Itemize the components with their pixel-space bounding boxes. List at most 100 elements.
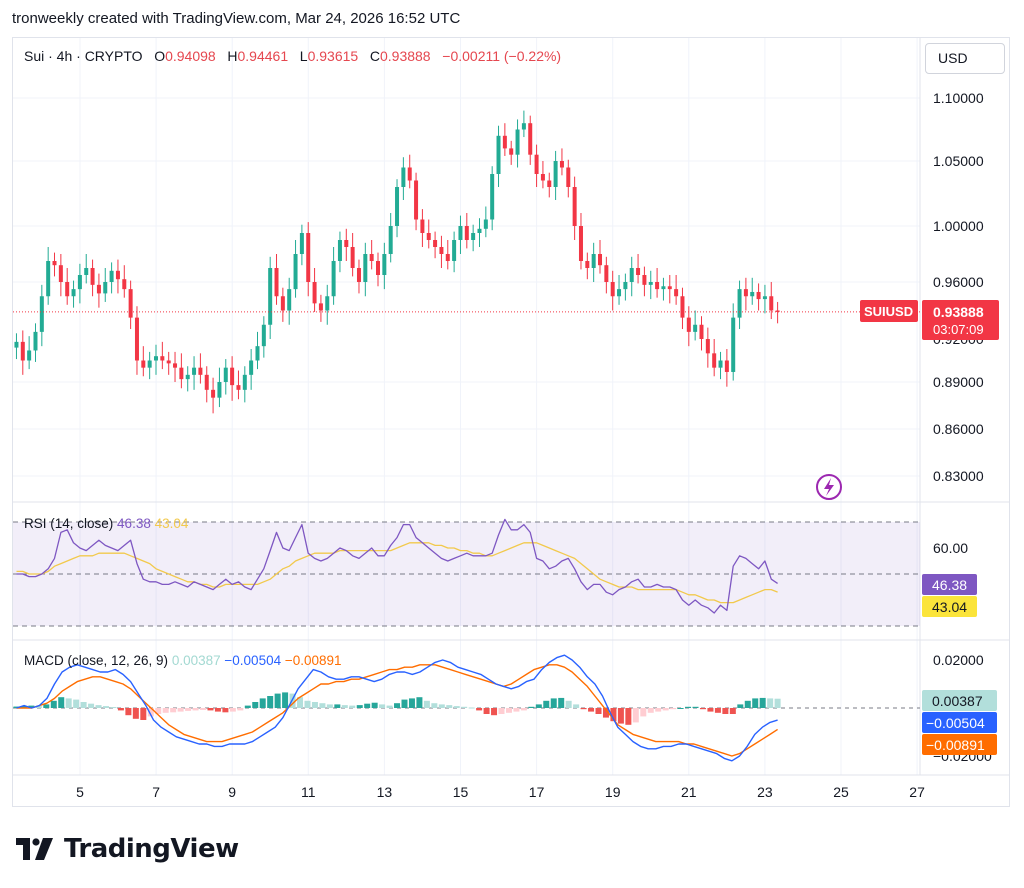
candle-body (661, 286, 666, 290)
candle-body (185, 374, 190, 380)
candle-body (731, 317, 736, 372)
macd-histogram-bar (550, 698, 557, 708)
time-axis-label: 23 (757, 784, 773, 800)
macd-line-legend-value: −0.00504 (224, 653, 282, 668)
candle-body (318, 303, 323, 311)
symbol-tag-text: SUIUSD (864, 304, 913, 319)
macd-histogram-bar (95, 705, 102, 708)
chart-header: tronweekly created with TradingView.com,… (12, 10, 461, 27)
macd-histogram-bar (326, 704, 333, 708)
macd-histogram-bar (50, 700, 57, 708)
macd-histogram-bar (416, 697, 423, 708)
candle-body (667, 286, 672, 290)
macd-histogram-bar (28, 705, 35, 708)
macd-signal-legend-value: −0.00891 (284, 653, 342, 668)
macd-signal-value-tag-text: −0.00891 (926, 737, 985, 753)
candle-body (629, 268, 634, 282)
price-tag-value: 0.93888 (933, 304, 984, 320)
macd-histogram-bar (737, 704, 744, 708)
time-axis-label: 15 (453, 784, 469, 800)
macd-histogram-bar (200, 708, 207, 710)
macd-histogram-bar (43, 704, 50, 708)
macd-histogram-bar (767, 698, 774, 708)
rsi-axis-label: 60.00 (933, 540, 968, 556)
candle-body (414, 180, 419, 220)
macd-histogram-bar (647, 708, 654, 713)
tradingview-logo[interactable]: TradingView (16, 832, 239, 866)
rsi-ma-value-tag-text: 43.04 (932, 599, 967, 615)
macd-histogram-bar (132, 708, 139, 719)
time-axis-label: 21 (681, 784, 697, 800)
price-axis-label: 1.05000 (933, 153, 984, 169)
macd-histogram-bar (88, 703, 95, 708)
candle-body (445, 254, 450, 261)
macd-histogram-bar (155, 708, 162, 714)
macd-histogram-bar (617, 708, 624, 724)
macd-histogram-bar (267, 696, 274, 708)
candle-body (331, 261, 336, 297)
candle-body (147, 360, 152, 368)
macd-histogram-bar (125, 708, 132, 716)
macd-histogram-bar (110, 707, 117, 709)
macd-histogram-bar (192, 708, 199, 711)
chart-frame (12, 37, 1010, 807)
symbol-title[interactable]: Sui · 4h · CRYPTO (24, 48, 143, 64)
candle-body (242, 374, 247, 390)
candle-body (280, 296, 285, 311)
candle-body (750, 291, 755, 297)
candle-body (559, 161, 564, 168)
candle-body (566, 167, 571, 187)
candle-body (623, 282, 628, 290)
candle-body (299, 233, 304, 254)
macd-legend[interactable]: MACD (close, 12, 26, 9) 0.00387 −0.00504… (24, 653, 342, 668)
candle-body (58, 265, 63, 282)
macd-histogram-bar (685, 706, 692, 708)
macd-histogram-bar (729, 708, 736, 714)
macd-hist-value-tag-text: 0.00387 (932, 693, 983, 709)
candle-body (483, 219, 488, 229)
time-axis-label: 27 (909, 784, 925, 800)
macd-hist-value-tag (922, 690, 997, 711)
candle-body (452, 240, 457, 261)
candle-body (337, 240, 342, 261)
macd-histogram-bar (35, 706, 42, 708)
candle-body (693, 324, 698, 332)
currency-button[interactable]: USD (925, 43, 1005, 74)
macd-histogram-bar (58, 697, 65, 708)
rsi-line (16, 518, 778, 614)
macd-histogram-bar (588, 708, 595, 712)
macd-histogram-bar (505, 708, 512, 713)
macd-histogram-bar (446, 705, 453, 708)
tradingview-logo-icon (16, 838, 53, 860)
candle-body (585, 261, 590, 268)
macd-histogram-bar (334, 704, 341, 708)
macd-histogram-bar (580, 708, 587, 710)
macd-histogram-bar (625, 708, 632, 725)
candle-body (223, 367, 228, 382)
macd-histogram-bar (274, 693, 281, 708)
macd-histogram-bar (670, 708, 677, 710)
candle-body (90, 268, 95, 285)
candle-body (642, 275, 647, 285)
candle-body (115, 270, 120, 280)
open-value: 0.94098 (165, 48, 216, 64)
candle-body (496, 135, 501, 174)
candle-body (160, 356, 165, 361)
candle-body (230, 367, 235, 386)
macd-histogram-bar (491, 708, 498, 716)
candle-body (77, 275, 82, 290)
price-axis-label: 0.86000 (933, 421, 984, 437)
macd-histogram-bar (162, 708, 169, 713)
open-label: O (154, 48, 166, 64)
macd-histogram-bar (752, 698, 759, 708)
candle-body (534, 154, 539, 174)
macd-value-tag-text: −0.00504 (926, 715, 985, 731)
rsi-legend[interactable]: RSI (14, close) 46.38 43.04 (24, 516, 188, 531)
candle-body (426, 233, 431, 240)
macd-histogram-bar (73, 699, 80, 708)
macd-histogram-bar (349, 705, 356, 708)
macd-histogram-bar (528, 706, 535, 708)
candle-body (211, 389, 216, 398)
macd-histogram-bar (759, 697, 766, 708)
